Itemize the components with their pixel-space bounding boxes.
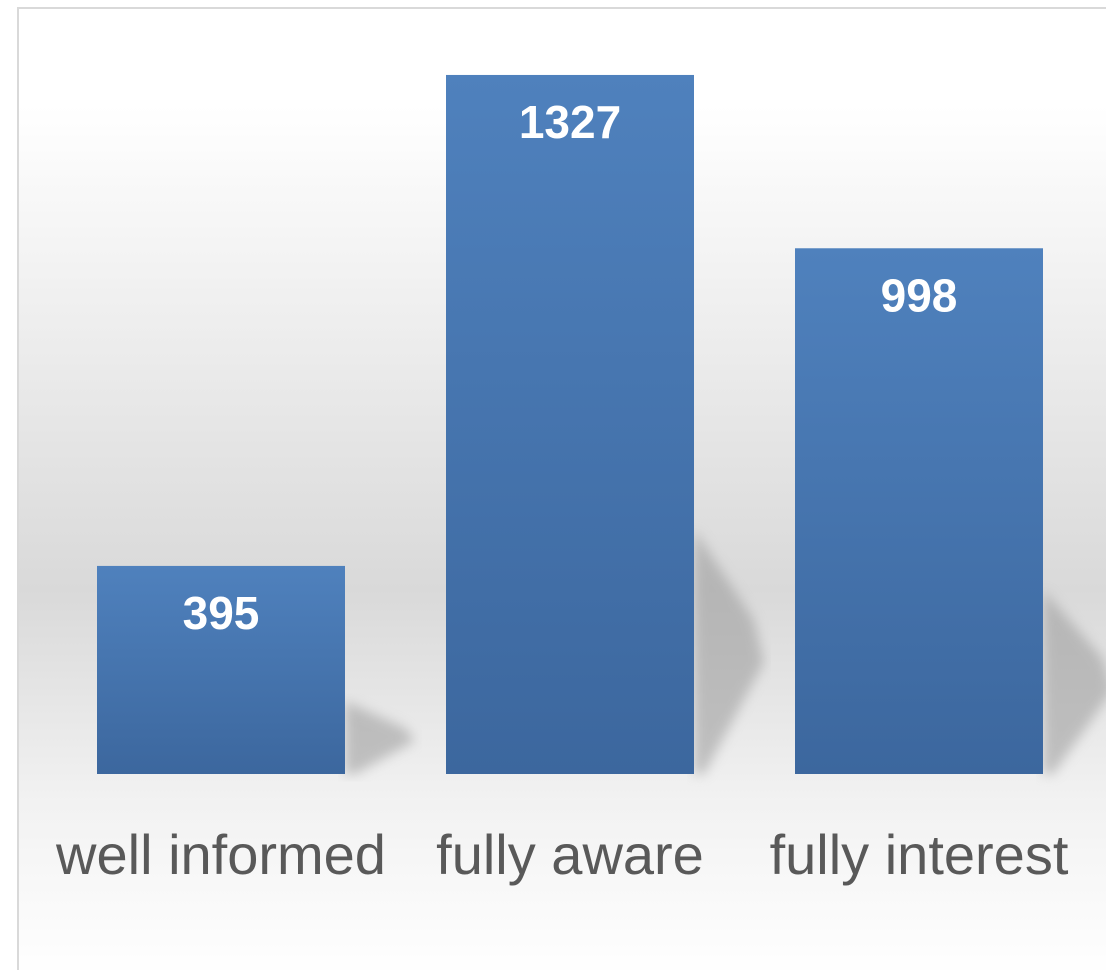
x-tick-label: fully aware [436, 823, 704, 886]
bar [97, 565, 345, 774]
bar-shadow [345, 701, 415, 774]
x-tick-label: fully interest [770, 823, 1069, 886]
data-label: 395 [183, 587, 260, 639]
x-tick-label: well informed [55, 823, 386, 886]
data-label: 1327 [519, 96, 621, 148]
data-label: 998 [881, 269, 958, 321]
plot: 395 well informed 1327 fully aware 998 fully … [55, 74, 1069, 886]
bar-shadow [1043, 589, 1106, 774]
shadows [345, 529, 1106, 774]
bar [795, 248, 1043, 775]
bar-shadow [694, 529, 764, 774]
bar [446, 74, 694, 774]
